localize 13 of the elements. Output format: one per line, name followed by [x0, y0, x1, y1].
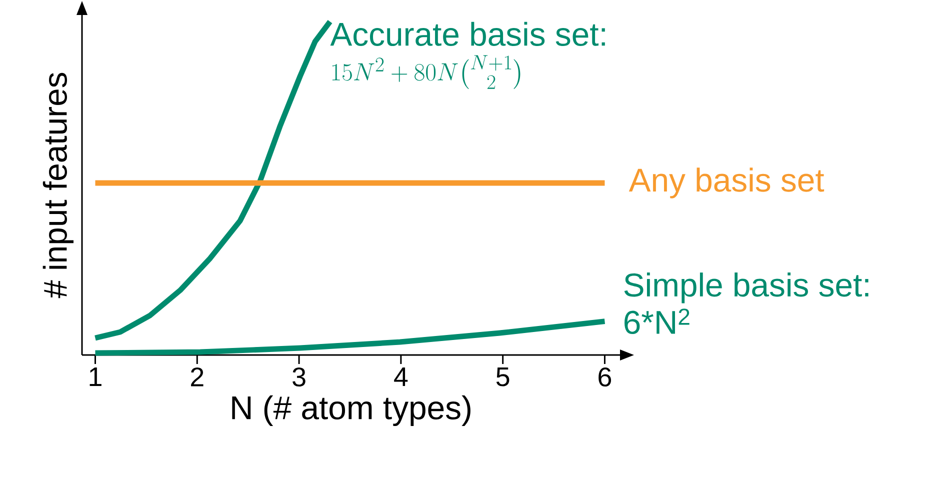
x-tick-label: 6: [598, 367, 612, 387]
series-label: Accurate basis set:: [330, 22, 605, 46]
y-axis-title: # input features: [42, 72, 74, 298]
x-tick-label: 2: [191, 367, 204, 386]
annotation: $15N^2 + 80N\binom{N+1}{2}$: [332, 55, 520, 89]
series-label: Simple basis set:: [624, 272, 868, 304]
x-tick-label: 3: [292, 367, 306, 387]
x-tick-label: 1: [90, 367, 102, 386]
x-axis-title: N (# atom types): [232, 395, 470, 426]
text: 6*N$^{2}$: [624, 308, 690, 334]
x-tick-label: 5: [496, 367, 510, 386]
x-tick-label: 4: [394, 367, 408, 386]
series-label: Any basis set: [628, 168, 824, 198]
